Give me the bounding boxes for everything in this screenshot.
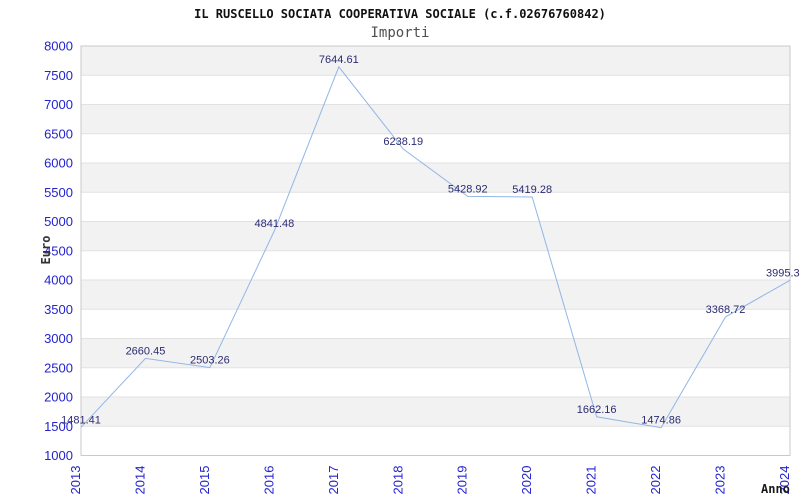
chart-subtitle: Importi: [370, 25, 430, 41]
point-label: 6238.19: [383, 136, 423, 148]
grid-band: [81, 309, 790, 339]
x-tick-label: 2019: [455, 466, 470, 495]
grid-band: [81, 104, 790, 134]
y-tick-label: 5000: [44, 214, 73, 229]
x-tick-label: 2013: [68, 466, 83, 495]
grid-band: [81, 397, 790, 427]
y-tick-label: 5500: [44, 185, 73, 200]
grid-band: [81, 46, 790, 76]
y-tick-label: 3000: [44, 331, 73, 346]
point-label: 5419.28: [512, 184, 552, 196]
grid-band: [81, 250, 790, 280]
y-tick-label: 6500: [44, 126, 73, 141]
x-tick-label: 2022: [648, 466, 663, 495]
y-tick-label: 4000: [44, 273, 73, 288]
plot-border: [80, 45, 791, 456]
y-tick-label: 2000: [44, 390, 73, 405]
point-label: 5428.92: [448, 183, 488, 195]
x-tick-label: 2018: [390, 466, 405, 495]
point-label: 1474.86: [641, 415, 681, 427]
point-label: 3368.72: [706, 304, 746, 316]
point-label: 7644.61: [319, 54, 359, 66]
grid-band: [81, 338, 790, 368]
point-label: 1481.41: [61, 414, 101, 426]
y-tick-label: 4500: [44, 243, 73, 258]
y-tick-label: 2500: [44, 360, 73, 375]
data-series-line: [80, 65, 791, 429]
x-tick-label: 2017: [326, 466, 341, 495]
x-tick-label: 2020: [519, 466, 534, 495]
grid-band: [81, 133, 790, 163]
y-tick-label: 8000: [44, 39, 73, 54]
x-tick-label: 2014: [132, 466, 147, 495]
grid-band: [81, 426, 790, 456]
point-label: 2660.45: [126, 345, 166, 357]
y-tick-label: 3500: [44, 302, 73, 317]
point-label: 1662.16: [577, 404, 617, 416]
y-tick-label: 7000: [44, 97, 73, 112]
grid-band: [81, 280, 790, 310]
y-tick-label: 7500: [44, 68, 73, 83]
x-tick-label: 2016: [261, 466, 276, 495]
grid-band: [81, 75, 790, 105]
x-tick-label: 2021: [584, 466, 599, 495]
point-label: 3995.3: [766, 267, 800, 279]
x-tick-label: 2015: [197, 466, 212, 495]
x-tick-label: 2024: [777, 466, 792, 495]
point-label: 4841.48: [254, 218, 294, 230]
grid-band: [81, 221, 790, 251]
x-axis-title: Anno: [761, 482, 790, 496]
x-tick-label: 2023: [713, 466, 728, 495]
grid-band: [81, 192, 790, 222]
point-label: 2503.26: [190, 355, 230, 367]
y-axis-title: Euro: [39, 235, 53, 265]
chart-title: IL RUSCELLO SOCIATA COOPERATIVA SOCIALE …: [194, 7, 606, 21]
y-tick-label: 6000: [44, 156, 73, 171]
grid-band: [81, 163, 790, 193]
y-tick-label: 1000: [44, 448, 73, 463]
y-tick-label: 1500: [44, 419, 73, 434]
grid-band: [81, 367, 790, 397]
